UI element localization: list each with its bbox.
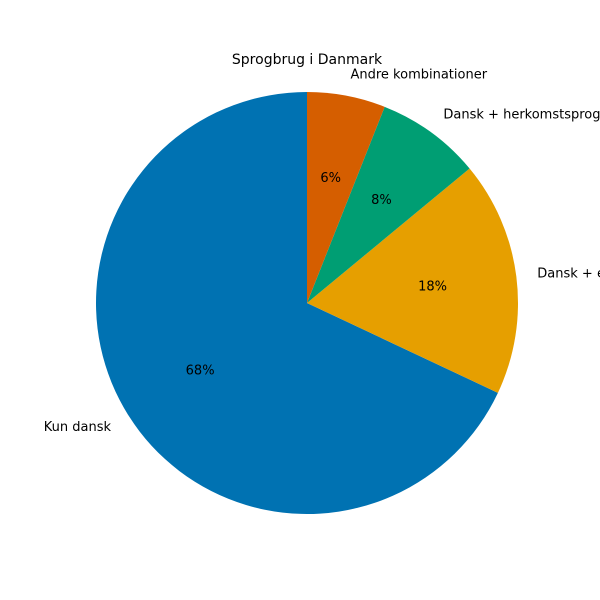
- pie-slices: [96, 92, 519, 514]
- slice-label-3: Dansk + herkomstsprog: [443, 108, 600, 123]
- pie-slice-4: [307, 92, 385, 303]
- percent-label-3: 8%: [371, 193, 392, 208]
- pie-slice-3: [307, 106, 470, 303]
- slice-label-4: Andre kombinationer: [350, 68, 487, 83]
- slice-labels: Kun dansk Dansk + engelsk Dansk + herkomst…: [44, 68, 600, 435]
- chart-title: Sprogbrug i Danmark: [232, 52, 383, 68]
- percent-label-1: 68%: [186, 363, 215, 378]
- percent-label-4: 6%: [320, 171, 341, 186]
- pie-slice-2: [307, 168, 519, 393]
- slice-label-2: Dansk + engelsk: [537, 266, 600, 281]
- slice-label-1: Kun dansk: [44, 420, 112, 435]
- percent-label-2: 18%: [418, 280, 447, 295]
- pie-slice-1: [96, 92, 498, 514]
- percent-labels: 68% 18% 8% 6%: [186, 171, 447, 378]
